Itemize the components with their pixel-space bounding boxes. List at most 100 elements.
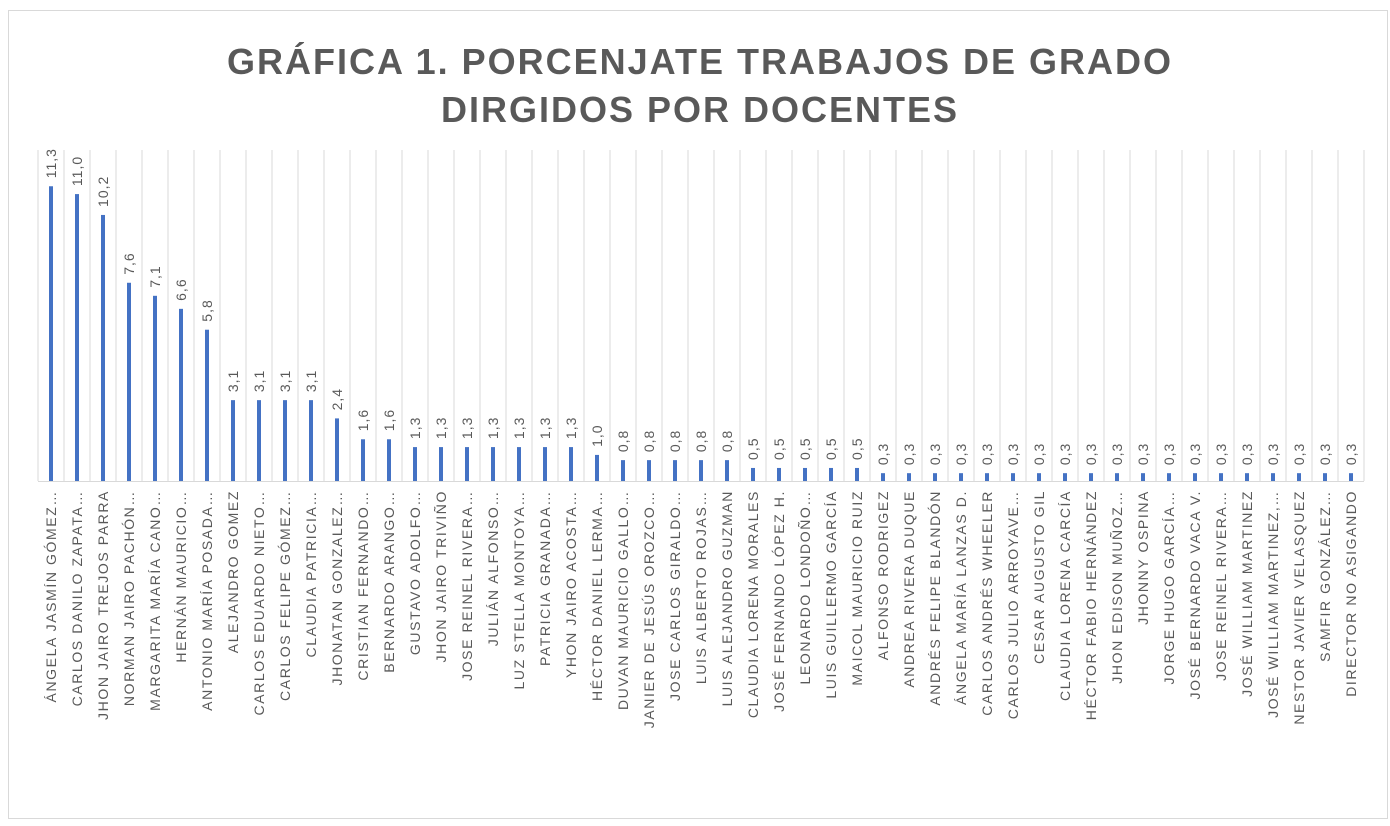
x-tick-label: ANTONIO MARÍA POSADA… (199, 490, 215, 711)
x-tick-label: SAMFIR GONZÁLEZ… (1317, 490, 1333, 662)
x-tick-label: BERNARDO ARANGO… (381, 490, 397, 673)
bar (75, 194, 79, 482)
bar (335, 418, 339, 481)
x-tick-label: CARLOS EDUARDO NIETO… (251, 490, 267, 716)
data-label: 2,4 (329, 388, 345, 410)
x-tick-label: JORGE HUGO GARCÍA… (1161, 490, 1177, 684)
x-tick-label: JOSÉ WILLIAM MARTINEZ (1239, 490, 1255, 697)
data-label: 0,3 (1239, 443, 1255, 465)
bar (1037, 473, 1041, 481)
data-label: 1,3 (563, 417, 579, 439)
data-label: 0,8 (667, 430, 683, 452)
bar (491, 447, 495, 481)
data-label: 7,1 (147, 265, 163, 287)
x-tick-label: JOSE REINEL RIVERA… (1213, 490, 1229, 681)
bar (153, 295, 157, 481)
bar (49, 186, 53, 481)
x-tick-label: CRISTIAN FERNANDO… (355, 490, 371, 681)
bar (1271, 473, 1275, 481)
data-label: 0,8 (719, 430, 735, 452)
x-tick-label: CARLOS FELIPE GÓMEZ… (277, 490, 293, 701)
data-label: 0,5 (797, 437, 813, 459)
data-label: 0,3 (927, 443, 943, 465)
data-label: 0,3 (875, 443, 891, 465)
bar (855, 467, 859, 481)
bar (1089, 473, 1093, 481)
bar (257, 400, 261, 481)
x-tick-label: HÉCTOR FABIO HERNÁNDEZ (1083, 490, 1099, 720)
data-label: 1,3 (485, 417, 501, 439)
data-label: 0,3 (1109, 443, 1125, 465)
bar (465, 447, 469, 481)
data-label: 0,3 (1317, 443, 1333, 465)
data-label: 7,6 (121, 252, 137, 274)
bar (283, 400, 287, 481)
x-tick-label: ALFONSO RODRIGEZ (875, 490, 891, 660)
data-label: 0,3 (1343, 443, 1359, 465)
bar (101, 214, 105, 481)
data-label: 10,2 (95, 176, 111, 207)
bar (517, 447, 521, 481)
x-tick-label: JHON EDISON MUÑOZ… (1109, 490, 1125, 684)
data-label: 0,3 (1213, 443, 1229, 465)
bar (179, 308, 183, 481)
data-label: 3,1 (303, 370, 319, 392)
x-tick-label: LEONARDO LONDOÑO… (797, 490, 813, 684)
data-label: 1,6 (381, 409, 397, 431)
data-label: 0,5 (823, 437, 839, 459)
bar (387, 439, 391, 481)
data-label: 11,0 (69, 156, 85, 186)
x-tick-label: JOSÉ FERNANDO LÓPEZ H. (771, 490, 787, 712)
data-label: 1,3 (537, 417, 553, 439)
bar (127, 282, 131, 481)
bar (1193, 473, 1197, 481)
chart-title: GRÁFICA 1. PORCENJATE TRABAJOS DE GRADO (227, 41, 1173, 82)
x-tick-label: LUIS ALEJANDRO GUZMAN (719, 490, 735, 706)
data-label: 0,3 (1265, 443, 1281, 465)
data-label: 1,6 (355, 409, 371, 431)
bar (699, 460, 703, 481)
bar (933, 473, 937, 481)
bar (439, 447, 443, 481)
data-label: 5,8 (199, 299, 215, 321)
bar (777, 467, 781, 481)
bar (569, 447, 573, 481)
x-tick-label: HÉCTOR DANIEL LERMA… (589, 490, 605, 701)
data-label: 0,3 (1083, 443, 1099, 465)
x-tick-label: CLAUDIA LORENA MORALES (745, 490, 761, 718)
bar (829, 467, 833, 481)
bar (361, 439, 365, 481)
data-label: 0,8 (641, 430, 657, 452)
x-tick-label: CLAUDIA LORENA CARCÍA (1057, 490, 1073, 701)
data-label: 3,1 (225, 370, 241, 392)
data-label: 1,0 (589, 424, 605, 446)
x-tick-label: GUSTAVO ADOLFO… (407, 490, 423, 655)
x-tick-label: CARLOS JULIO ARROYAVE… (1005, 490, 1021, 719)
bar (413, 447, 417, 481)
bar (751, 467, 755, 481)
x-tick-label: LUZ STELLA MONTOYA… (511, 490, 527, 689)
data-label: 0,5 (771, 437, 787, 459)
data-label: 0,3 (1135, 443, 1151, 465)
x-tick-label: JOSE CARLOS GIRALDO… (667, 490, 683, 701)
x-tick-label: JANIER DE JESÚS OROZCO… (641, 490, 657, 728)
bar (205, 329, 209, 481)
bar (543, 447, 547, 481)
bar (985, 473, 989, 481)
bar (803, 467, 807, 481)
data-label: 0,5 (745, 437, 761, 459)
x-tick-label: DUVAN MAURICIO GALLO… (615, 490, 631, 710)
data-label: 1,3 (433, 417, 449, 439)
bar (673, 460, 677, 481)
x-tick-label: CARLOS ANDRÉS WHEELER (979, 490, 995, 716)
x-tick-label: JULIÁN ALFONSO… (485, 490, 501, 646)
bar (1063, 473, 1067, 481)
x-tick-label: JHONATAN GONZALEZ… (329, 490, 345, 686)
x-tick-label: YHON JAIRO ACOSTA… (563, 490, 579, 678)
bar (1011, 473, 1015, 481)
bar (907, 473, 911, 481)
data-label: 1,3 (407, 417, 423, 439)
data-label: 11,3 (43, 148, 59, 178)
